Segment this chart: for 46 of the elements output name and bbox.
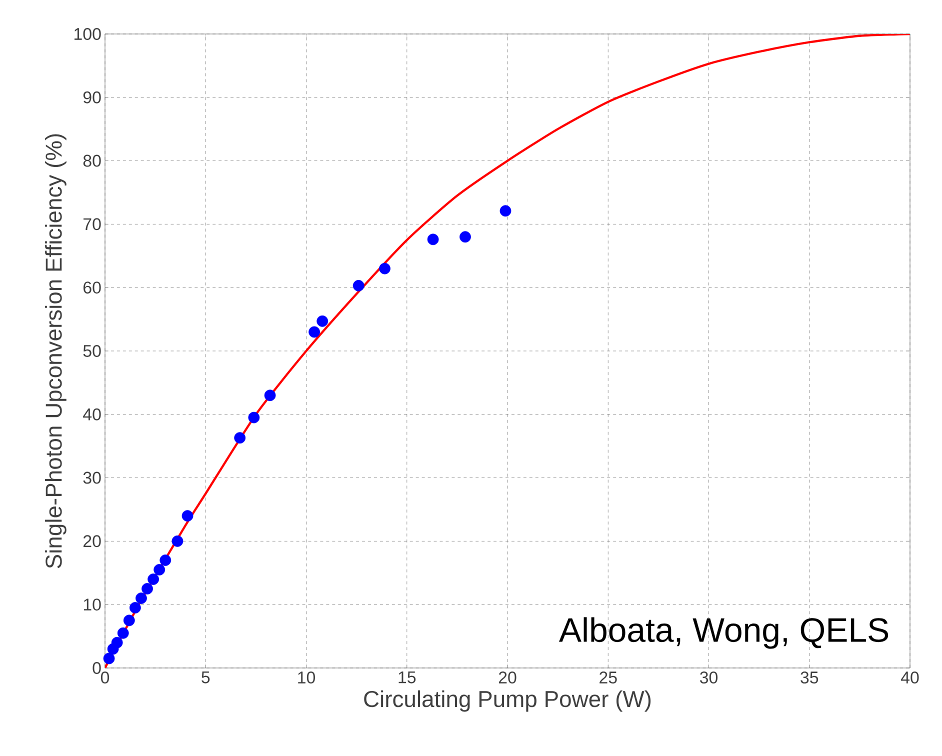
x-tick-label: 5	[202, 672, 210, 684]
annotation: Alboata, Wong, QELS	[558, 617, 888, 649]
point	[172, 535, 184, 547]
point	[142, 583, 153, 594]
x-tick-label: 35	[800, 672, 818, 684]
point	[148, 574, 160, 585]
y-tick-label: 20	[84, 535, 101, 548]
y-tick-label: 10	[84, 598, 101, 611]
point	[379, 262, 390, 274]
y-tick-label: 50	[83, 344, 101, 357]
point	[182, 510, 194, 522]
y-tick-label: 40	[83, 408, 101, 420]
point	[160, 554, 172, 566]
point	[129, 602, 141, 614]
y-tick-label: 30	[83, 472, 101, 484]
y-tick-label: 80	[83, 154, 101, 167]
point	[117, 627, 129, 639]
point	[460, 231, 471, 243]
point	[264, 390, 276, 402]
point	[123, 614, 135, 626]
x-tick-label: 10	[298, 672, 316, 684]
line-series	[105, 34, 910, 668]
point	[234, 432, 246, 444]
y-tick-label: 100	[74, 28, 101, 40]
y-tick-label: 0	[92, 662, 101, 674]
x-tick-label: 40	[900, 672, 919, 684]
point	[136, 592, 147, 604]
x-tick-label: 25	[600, 672, 617, 684]
x-tick-label: 0	[100, 672, 110, 684]
point	[308, 326, 320, 338]
y-tick-label: 70	[84, 218, 101, 230]
x-tick-label: 30	[700, 672, 718, 684]
y-axis-title: Single-Photon Upconversion Efficiency (%)	[45, 134, 66, 568]
x-axis-title: Circulating Pump Power (W)	[364, 690, 651, 712]
x-tick-label: 20	[498, 672, 516, 684]
point	[111, 636, 123, 648]
point	[500, 205, 512, 217]
y-tick-label: 90	[83, 91, 101, 104]
point	[316, 315, 328, 327]
point	[352, 280, 364, 292]
y-tick-label: 60	[84, 282, 101, 294]
point	[248, 412, 260, 424]
x-tick-label: 15	[398, 672, 416, 684]
point	[103, 652, 115, 664]
point	[154, 564, 166, 576]
point	[427, 234, 439, 246]
